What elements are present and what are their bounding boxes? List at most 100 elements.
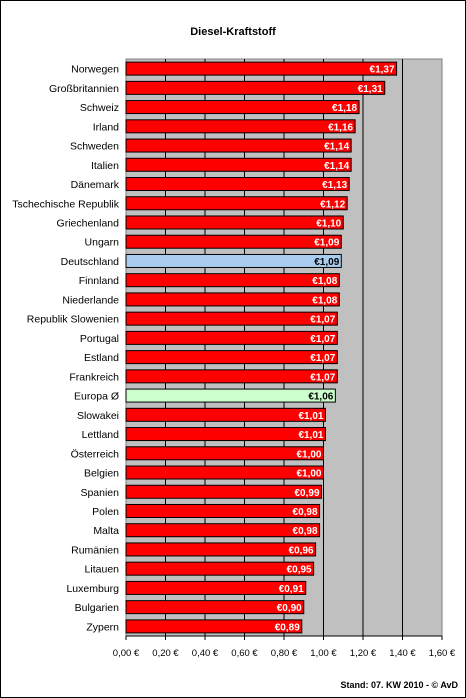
bar-value-label: €1,18 <box>332 103 357 114</box>
bar <box>125 311 338 326</box>
bars: €1,37 €1,31€1,18 €1,16 €1,14 €1,14 €1,13 €1,12… <box>125 61 398 634</box>
bar <box>125 427 326 442</box>
bar <box>125 503 321 518</box>
category-label: Italien <box>91 160 119 172</box>
bar <box>125 177 350 192</box>
bar <box>125 100 360 115</box>
bar-value-label: €1,01 <box>298 411 323 422</box>
chart-footer: Stand: 07. KW 2010 - © AvD <box>341 680 459 690</box>
bar-value-label: €0,98 <box>293 526 318 537</box>
bar <box>125 619 303 634</box>
category-label: Luxemburg <box>66 583 119 595</box>
bar-value-label: €0,99 <box>294 488 319 499</box>
bar <box>125 350 338 365</box>
category-label: Norwegen <box>71 64 119 76</box>
bar <box>125 523 321 538</box>
bar <box>125 407 326 422</box>
category-label: Schweiz <box>80 102 119 114</box>
x-axis: 0,00 € 0,20 € 0,40 € 0,60 € 0,80 € 1,00 € 1,20… <box>113 635 456 659</box>
category-label: Spanien <box>80 487 119 499</box>
category-label: Portugal <box>80 333 119 345</box>
bar-value-label: €1,14 <box>324 142 349 153</box>
bar <box>125 273 340 288</box>
bar-value-label: €1,13 <box>322 180 347 191</box>
category-label: Estland <box>84 352 119 364</box>
bar-value-label: €1,09 <box>314 257 339 268</box>
category-label: Großbritannien <box>49 83 119 95</box>
bar <box>125 157 352 172</box>
x-tick-label: 0,40 € <box>192 648 219 659</box>
bar <box>125 542 317 557</box>
bar <box>125 119 356 134</box>
category-label: Republik Slowenien <box>27 314 119 326</box>
category-label: Europa Ø <box>74 391 119 403</box>
category-label: Slowakei <box>77 410 119 422</box>
category-label: Deutschland <box>61 256 120 268</box>
bar <box>125 253 342 268</box>
bar-value-label: €0,91 <box>279 584 304 595</box>
category-label: Rumänien <box>71 544 119 556</box>
category-label: Tschechische Republik <box>12 198 120 210</box>
bar-value-label: €1,08 <box>312 295 337 306</box>
bar <box>125 80 386 95</box>
x-tick-label: 1,60 € <box>429 648 456 659</box>
category-label: Schweden <box>70 141 119 153</box>
x-tick-label: 1,20 € <box>350 648 377 659</box>
bar <box>125 600 305 615</box>
bar <box>125 215 344 230</box>
bar-value-label: €1,00 <box>296 449 321 460</box>
category-label: Frankreich <box>69 371 119 383</box>
bar-value-label: €1,06 <box>308 392 333 403</box>
x-tick-label: 0,60 € <box>231 648 258 659</box>
bar <box>125 61 398 76</box>
bar-value-label: €0,89 <box>275 622 300 633</box>
bar-value-label: €0,96 <box>289 545 314 556</box>
x-tick-label: 1,00 € <box>310 648 337 659</box>
bar <box>125 234 342 249</box>
bar <box>125 388 336 403</box>
bar-value-label: €0,98 <box>293 507 318 518</box>
bar <box>125 196 348 211</box>
bar-value-label: €1,31 <box>358 84 383 95</box>
bar-value-label: €0,90 <box>277 603 302 614</box>
bar-value-label: €1,09 <box>314 238 339 249</box>
category-label: Österreich <box>71 448 120 460</box>
bar <box>125 446 324 461</box>
bar-value-label: €0,95 <box>287 565 312 576</box>
bar-value-label: €1,16 <box>328 122 353 133</box>
bar <box>125 292 340 307</box>
bar <box>125 561 315 576</box>
bar-value-label: €1,07 <box>310 372 335 383</box>
category-label: Litauen <box>85 564 120 576</box>
bar-value-label: €1,10 <box>316 218 341 229</box>
x-tick-label: 0,20 € <box>152 648 179 659</box>
category-label: Belgien <box>84 468 119 480</box>
bar <box>125 580 307 595</box>
bar-value-label: €1,07 <box>310 334 335 345</box>
category-label: Malta <box>93 525 119 537</box>
x-tick-label: 0,00 € <box>113 648 140 659</box>
bar <box>125 138 352 153</box>
bar-value-label: €1,12 <box>320 199 345 210</box>
chart-title: Diesel-Kraftstoff <box>190 26 276 38</box>
category-label: Niederlande <box>62 294 119 306</box>
bar-value-label: €1,07 <box>310 353 335 364</box>
gridlines <box>165 59 403 636</box>
category-labels: Norwegen Großbritannien Schweiz Irland Schwe… <box>12 64 120 634</box>
bar-value-label: €1,37 <box>370 65 395 76</box>
category-label: Ungarn <box>85 237 120 249</box>
bar <box>125 369 338 384</box>
category-label: Zypern <box>86 621 119 633</box>
bar <box>125 330 338 345</box>
category-label: Bulgarien <box>75 602 120 614</box>
x-tick-label: 1,40 € <box>389 648 416 659</box>
bar-value-label: €1,00 <box>296 469 321 480</box>
category-label: Irland <box>93 121 119 133</box>
category-label: Finnland <box>79 275 119 287</box>
category-label: Dänemark <box>71 179 120 191</box>
category-label: Polen <box>92 506 119 518</box>
bar-value-label: €1,14 <box>324 161 349 172</box>
x-tick-label: 0,80 € <box>271 648 298 659</box>
bar <box>125 484 323 499</box>
